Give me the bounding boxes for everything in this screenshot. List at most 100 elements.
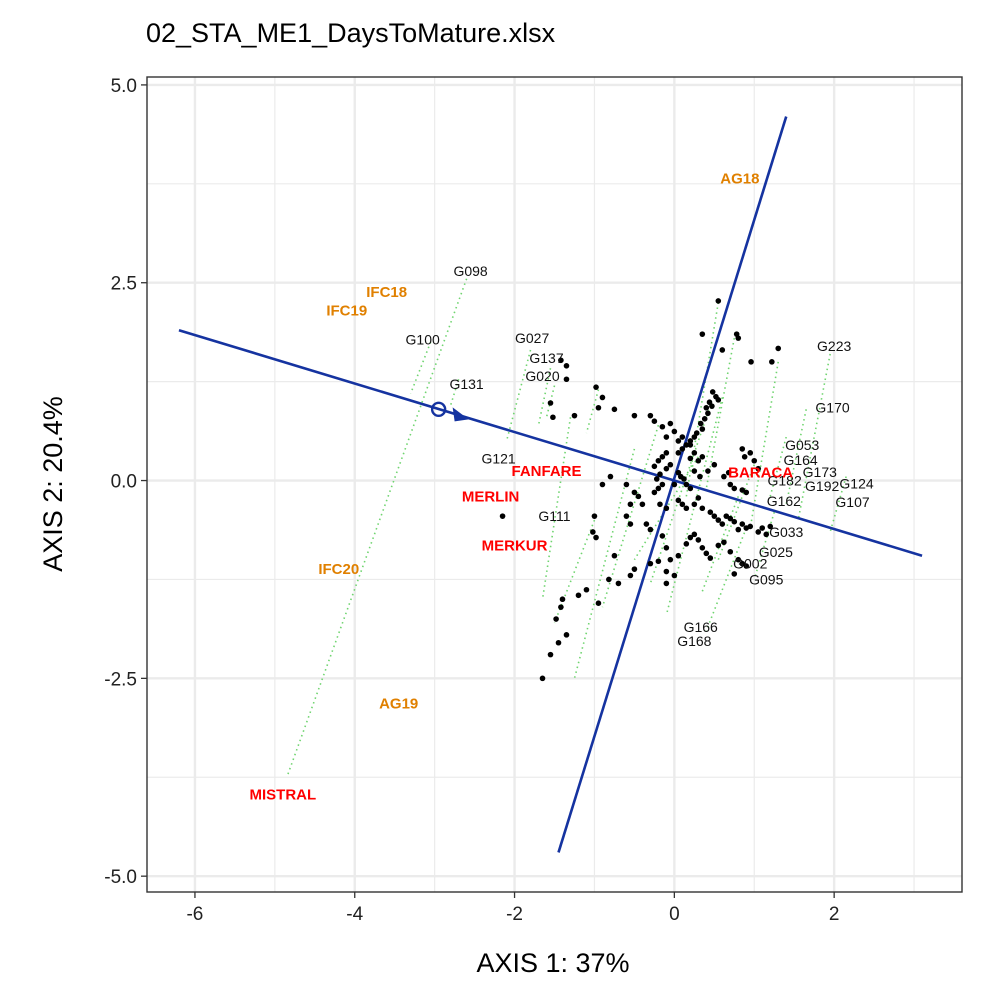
genotype-point <box>767 523 774 530</box>
genotype-point <box>550 414 556 421</box>
genotype-point <box>727 515 734 522</box>
genotype-point <box>599 481 606 488</box>
genotype-point <box>747 523 754 530</box>
average-environment-marker <box>430 401 447 418</box>
genotype-point <box>731 485 738 492</box>
genotype-point <box>715 298 722 304</box>
genotype-point <box>687 534 694 541</box>
y-tick-label: -5.0 <box>104 867 137 888</box>
axis-arrow-head <box>452 407 469 422</box>
genotype-point <box>687 485 694 492</box>
genotype-point <box>539 675 546 682</box>
genotype-label: G223 <box>817 338 851 354</box>
genotype-point <box>699 426 706 432</box>
genotype-point <box>675 552 682 559</box>
genotype-label: G025 <box>759 544 793 560</box>
y-tick-label: 0.0 <box>111 472 137 493</box>
genotype-point <box>681 476 687 482</box>
projection-line <box>601 424 660 608</box>
genotype-point <box>679 446 686 452</box>
genotype-label: G164 <box>783 452 817 468</box>
site-environment-label: MERLIN <box>462 488 520 505</box>
genotype-point <box>599 394 606 401</box>
genotype-point <box>731 571 738 577</box>
genotype-point <box>623 513 630 519</box>
genotype-point <box>707 509 714 515</box>
genotype-point <box>701 416 708 422</box>
y-tick-label: 2.5 <box>111 274 137 295</box>
genotype-point <box>679 434 686 440</box>
genotype-point <box>725 469 732 476</box>
genotype-point <box>735 556 742 563</box>
genotype-label: G124 <box>839 476 873 492</box>
genotype-point <box>611 552 618 559</box>
genotype-label: G173 <box>803 464 837 480</box>
genotype-point <box>703 550 710 557</box>
genotype-point <box>691 468 698 474</box>
projection-line <box>409 341 432 394</box>
genotype-point <box>675 438 682 444</box>
average-environment-axis <box>178 328 923 557</box>
genotype-point <box>563 632 570 638</box>
genotype-point <box>705 410 711 417</box>
projection-line <box>769 436 787 497</box>
genotype-label: G100 <box>406 332 440 348</box>
projection-line <box>785 409 807 505</box>
genotype-point <box>627 521 634 527</box>
genotype-label: G020 <box>525 368 559 384</box>
projection-line <box>705 527 748 632</box>
genotype-point <box>559 596 566 603</box>
genotype-point <box>663 545 670 551</box>
genotype-point <box>695 457 702 464</box>
year-environment-label: IFC20 <box>318 561 359 578</box>
genotype-point <box>593 384 599 390</box>
genotype-point <box>699 331 706 337</box>
y-tick-label: -2.5 <box>104 669 137 690</box>
site-environment-label: MISTRAL <box>249 787 316 804</box>
genotype-label: G182 <box>767 473 801 489</box>
genotype-label: G162 <box>767 493 801 509</box>
genotype-point <box>691 501 698 508</box>
genotype-point <box>739 446 746 452</box>
genotype-point <box>657 501 663 508</box>
year-environment-label: AG18 <box>720 170 759 187</box>
genotype-point <box>735 526 742 533</box>
genotype-point <box>683 481 690 488</box>
tick-layer: -6 -4 -2 0 2 5.0 2.5 0.0 -2.5 -5.0 <box>104 76 839 925</box>
genotype-point <box>547 400 554 406</box>
genotype-point <box>709 389 716 395</box>
genotype-label: G098 <box>453 263 487 279</box>
genotype-point <box>691 531 698 538</box>
genotype-point <box>563 363 570 369</box>
projection-line <box>717 464 756 560</box>
genotype-point <box>647 412 654 419</box>
genotype-point <box>675 497 682 504</box>
genotype-point <box>651 463 658 470</box>
genotype-point <box>499 513 506 519</box>
genotype-point <box>699 454 706 460</box>
genotype-point <box>667 556 674 563</box>
genotype-point <box>727 481 734 488</box>
genotype-point <box>657 471 663 478</box>
genotype-point <box>595 600 602 606</box>
genotype-point <box>659 533 666 539</box>
genotype-point <box>663 505 670 512</box>
genotype-point <box>721 473 727 480</box>
genotype-point <box>735 335 742 341</box>
genotype-label: G111 <box>538 508 570 524</box>
genotype-point <box>651 418 658 424</box>
genotype-label: G192 <box>805 478 839 494</box>
genotype-point <box>697 420 704 427</box>
genotype-point <box>631 412 638 419</box>
y-axis-title: AXIS 2: 20.4% <box>38 396 68 572</box>
genotype-label: G053 <box>785 437 819 453</box>
genotype-point <box>695 537 702 543</box>
genotype-point <box>631 489 638 496</box>
genotype-label: G170 <box>815 400 849 416</box>
genotype-point <box>595 404 602 411</box>
projection-line <box>705 337 736 489</box>
genotype-point <box>591 513 598 519</box>
genotype-point <box>553 616 559 622</box>
genotype-point <box>563 376 570 383</box>
genotype-point <box>655 457 662 464</box>
